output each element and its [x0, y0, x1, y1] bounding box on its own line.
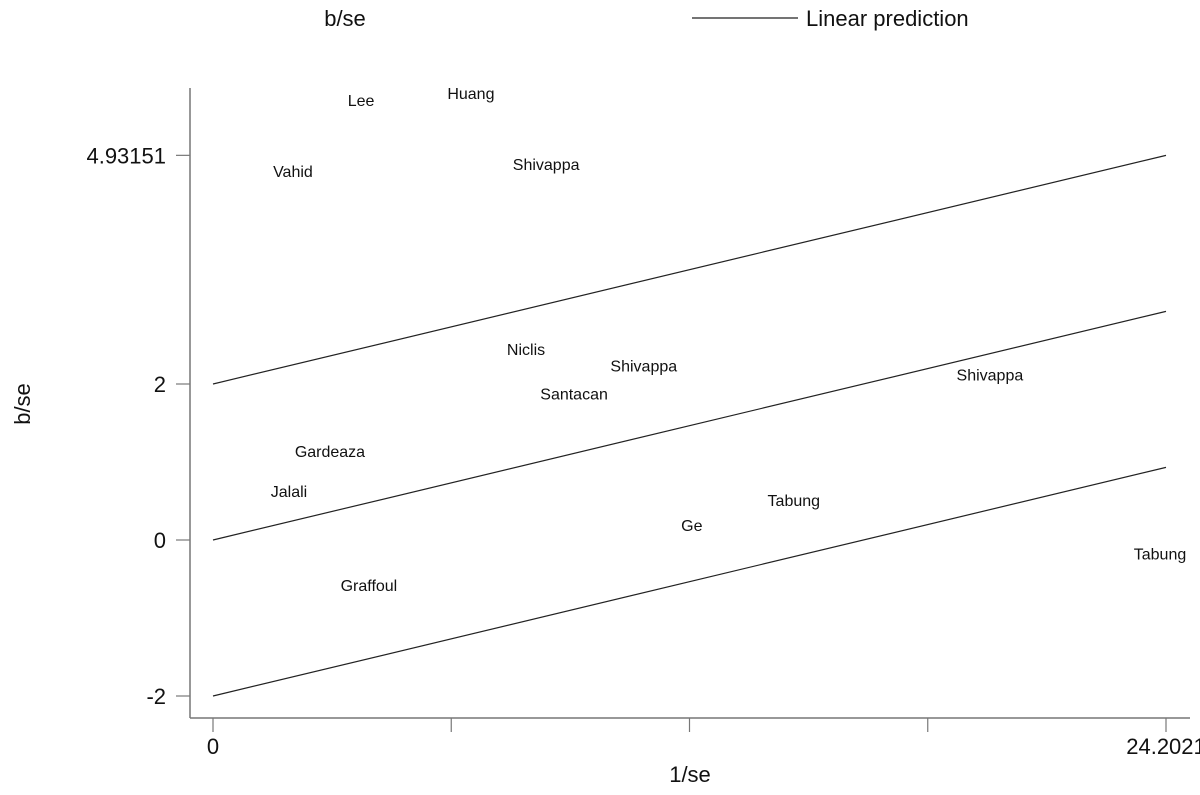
point-label: Shivappa [610, 358, 677, 375]
linear-prediction-line [212, 310, 1167, 541]
point-label: Shivappa [957, 368, 1024, 385]
legend-label-linear-prediction: Linear prediction [806, 6, 969, 31]
legend: b/se Linear prediction [324, 6, 968, 31]
point-label: Graffoul [341, 578, 398, 595]
point-label: Huang [447, 86, 494, 103]
y-tick-label: -2 [146, 684, 166, 709]
point-label: Niclis [507, 342, 545, 359]
x-axis-title: 1/se [669, 762, 711, 787]
point-label: Tabung [1134, 546, 1187, 563]
point-label: Santacan [540, 386, 608, 403]
point-label: Tabung [768, 493, 821, 510]
lower-bound-line [212, 466, 1167, 697]
legend-label-bse: b/se [324, 6, 366, 31]
point-label: Vahid [273, 164, 313, 181]
point-label: Jalali [271, 484, 307, 501]
x-tick-label: 24.2021 [1126, 734, 1200, 759]
y-tick-label: 0 [154, 528, 166, 553]
point-label: Gardeaza [295, 444, 365, 461]
point-label: Shivappa [513, 157, 580, 174]
x-tick-label: 0 [207, 734, 219, 759]
y-axis-title: b/se [10, 383, 35, 425]
point-label: Lee [348, 93, 375, 110]
y-tick-label: 2 [154, 372, 166, 397]
y-tick-label: 4.93151 [86, 143, 166, 168]
point-label: Ge [681, 518, 702, 535]
upper-bound-line [212, 154, 1167, 385]
